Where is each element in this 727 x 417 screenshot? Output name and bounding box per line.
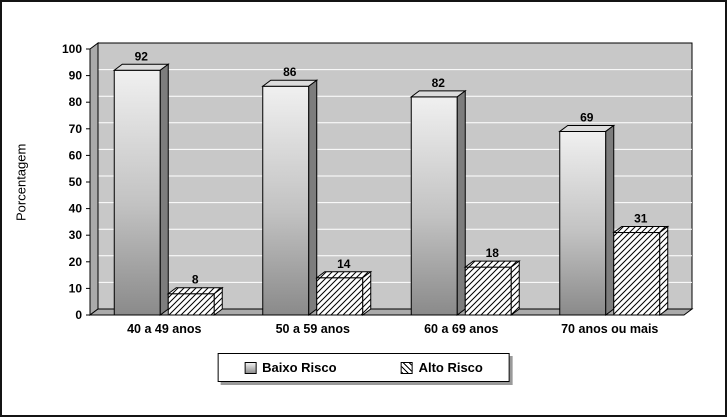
y-tick-label: 10: [69, 281, 83, 295]
bar-value-label: 31: [634, 212, 648, 226]
category-label: 70 anos ou mais: [561, 322, 658, 336]
bar-top: [409, 90, 467, 98]
left-wall: [89, 42, 99, 316]
bar-value-label: 92: [135, 49, 149, 63]
bar-top: [612, 226, 670, 234]
bar-top: [315, 271, 373, 279]
y-tick-label: 70: [69, 122, 83, 136]
bar-top: [112, 63, 170, 71]
bar-front: [262, 85, 310, 316]
legend-label-baixo-risco: Baixo Risco: [262, 360, 337, 375]
bar-front: [559, 130, 607, 316]
category-label: 50 a 59 anos: [276, 322, 350, 336]
y-tick-label: 90: [69, 69, 83, 83]
bar-value-label: 14: [337, 257, 351, 271]
bar-front: [464, 266, 512, 316]
y-tick-label: 20: [69, 255, 83, 269]
bar-front: [316, 277, 364, 316]
y-tick-label: 50: [69, 175, 83, 189]
bar-front: [167, 293, 215, 316]
legend: Baixo Risco Alto Risco: [217, 353, 510, 382]
legend-item-baixo-risco: Baixo Risco: [244, 360, 337, 375]
bar-side: [159, 63, 169, 316]
bar-front: [113, 69, 161, 316]
y-tick-label: 80: [69, 95, 83, 109]
bar-side: [308, 79, 318, 316]
bar-top: [463, 260, 521, 268]
bar-value-label: 69: [580, 110, 594, 124]
bar-top: [261, 79, 319, 87]
bar-front: [613, 232, 661, 316]
y-tick-label: 30: [69, 228, 83, 242]
bar-top: [558, 124, 616, 132]
y-tick-label: 100: [62, 42, 82, 56]
bar-side: [659, 225, 669, 316]
bar-side: [213, 286, 223, 316]
y-tick-label: 60: [69, 148, 83, 162]
y-tick-label: 0: [75, 308, 82, 322]
bar-front: [410, 96, 458, 316]
alto-risco-swatch-icon: [400, 361, 413, 374]
bar-value-label: 86: [283, 65, 297, 79]
bar-value-label: 8: [192, 273, 199, 287]
legend-item-alto-risco: Alto Risco: [400, 360, 483, 375]
bar-side: [456, 89, 466, 316]
bar-value-label: 18: [486, 246, 500, 260]
category-label: 40 a 49 anos: [127, 322, 201, 336]
bar-side: [362, 270, 372, 316]
y-tick-label: 40: [69, 202, 83, 216]
bar-side: [605, 124, 615, 316]
category-label: 60 a 69 anos: [424, 322, 498, 336]
baixo-risco-swatch-icon: [244, 361, 257, 374]
bar-top: [166, 287, 224, 295]
legend-label-alto-risco: Alto Risco: [418, 360, 483, 375]
bar-side: [510, 260, 520, 316]
bar-value-label: 82: [432, 76, 446, 90]
